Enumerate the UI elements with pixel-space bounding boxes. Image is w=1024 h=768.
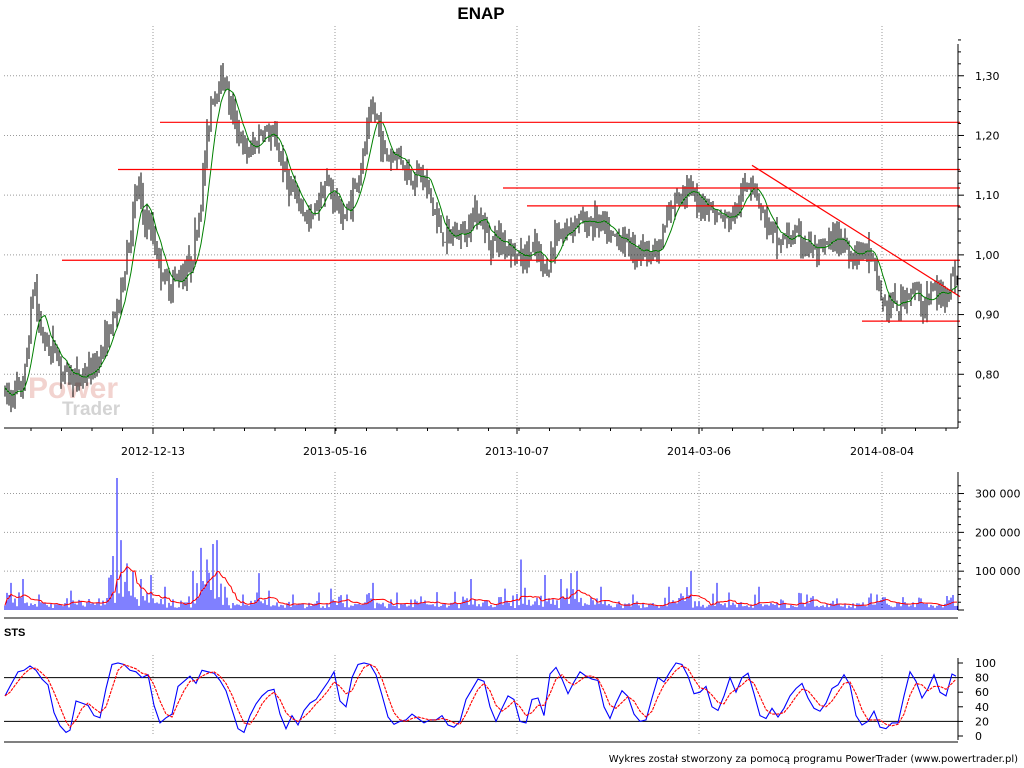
- watermark-line2: Trader: [62, 399, 121, 420]
- tick-labels: 0,80 0,90 1,00 1,10 1,20 1,30 2012-12-13 2013-0…: [121, 70, 1020, 743]
- oscillator-panel-label: STS: [4, 627, 25, 639]
- price-x-tick-label: 2013-05-16: [303, 445, 367, 458]
- indicator-lines: [4, 121, 961, 734]
- price-moving-average: [4, 88, 958, 397]
- price-x-tick-label: 2013-10-07: [485, 445, 549, 458]
- axes: [4, 39, 964, 743]
- oscillator-d-line: [4, 663, 957, 729]
- chart-title: ENAP: [457, 4, 504, 23]
- price-x-tick-label: 2014-03-06: [667, 445, 731, 458]
- price-y-tick-label: 1,10: [975, 189, 1000, 202]
- grid-lines: [4, 26, 958, 736]
- oscillator-y-tick-label: 80: [975, 672, 989, 685]
- price-candles: [4, 62, 958, 413]
- volume-bars: [4, 478, 958, 610]
- oscillator-y-tick-label: 0: [975, 730, 982, 743]
- price-x-tick-label: 2014-08-04: [850, 445, 914, 458]
- price-y-tick-label: 1,00: [975, 249, 1000, 262]
- price-trend-line: [751, 164, 961, 298]
- oscillator-y-tick-label: 100: [975, 657, 996, 670]
- oscillator-k-line: [4, 662, 957, 734]
- price-x-tick-label: 2012-12-13: [121, 445, 185, 458]
- volume-y-tick-label: 300 000: [975, 488, 1021, 501]
- volume-y-tick-label: 100 000: [975, 565, 1021, 578]
- price-y-tick-label: 0,90: [975, 309, 1000, 322]
- volume-y-tick-label: 200 000: [975, 526, 1021, 539]
- price-y-tick-label: 1,20: [975, 129, 1000, 142]
- volume-moving-average: [4, 565, 957, 607]
- oscillator-y-tick-label: 20: [975, 715, 989, 728]
- oscillator-y-tick-label: 40: [975, 701, 989, 714]
- price-y-tick-label: 0,80: [975, 368, 1000, 381]
- watermark-logo: Power Trader: [28, 372, 121, 420]
- footer-credit: Wykres został stworzony za pomocą progra…: [609, 754, 1018, 765]
- price-y-tick-label: 1,30: [975, 70, 1000, 83]
- oscillator-y-tick-label: 60: [975, 686, 989, 699]
